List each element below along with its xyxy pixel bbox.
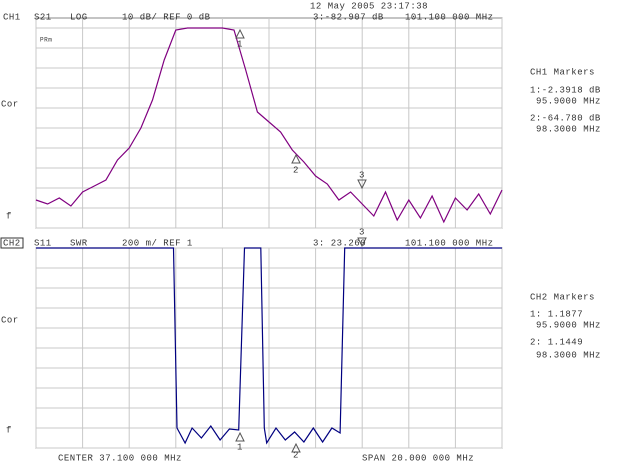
- span: SPAN 20.000 000 MHz: [362, 453, 474, 463]
- active-marker-freq: 101.100 000 MHz: [405, 238, 494, 248]
- marker-triangle: [357, 237, 367, 248]
- marker-number: 1: [237, 39, 243, 49]
- flag: PRm: [40, 37, 52, 44]
- marker-triangle: [235, 28, 245, 39]
- active-marker: 3: 23.260: [313, 238, 366, 248]
- marker-number: 1: [237, 442, 243, 452]
- markers-title: CH1 Markers: [530, 67, 595, 77]
- side-label: f: [6, 211, 12, 221]
- format: SWR: [70, 238, 88, 248]
- marker-readout: 2: 1.1449: [530, 337, 583, 347]
- channel: CH1: [3, 12, 21, 22]
- trace: [36, 247, 502, 445]
- parameter: S21: [34, 12, 52, 22]
- marker-triangle: [291, 153, 301, 164]
- scale: 200 m/ REF 1: [122, 238, 193, 248]
- marker-number: 3: [359, 227, 365, 237]
- marker-number: 3: [359, 170, 365, 180]
- marker-readout: 1:-2.3918 dB: [530, 85, 601, 95]
- active-marker-freq: 101.100 000 MHz: [405, 12, 494, 22]
- channel: CH2: [3, 238, 21, 248]
- trace: [35, 27, 503, 224]
- marker-freq: 98.3000 MHz: [536, 350, 601, 360]
- markers-title: CH2 Markers: [530, 292, 595, 302]
- marker-triangle: [235, 431, 245, 442]
- side-label: Cor: [1, 315, 19, 325]
- center-freq: CENTER 37.100 000 MHz: [58, 453, 182, 463]
- marker-readout: 1: 1.1877: [530, 309, 583, 319]
- active-marker: 3:-82.907 dB: [313, 12, 384, 22]
- marker-freq: 98.3000 MHz: [536, 124, 601, 134]
- marker-readout: 2:-64.780 dB: [530, 113, 601, 123]
- channel-box: [0, 237, 24, 249]
- date: 12 May 2005 23:17:38: [310, 1, 428, 11]
- marker-freq: 95.9000 MHz: [536, 96, 601, 106]
- marker-triangle: [357, 179, 367, 190]
- parameter: S11: [34, 238, 52, 248]
- scale: 10 dB/ REF 0 dB: [122, 12, 211, 22]
- side-label: Cor: [1, 99, 19, 109]
- marker-number: 2: [293, 450, 299, 460]
- marker-number: 2: [293, 165, 299, 175]
- format: LOG: [70, 12, 88, 22]
- side-label: f: [6, 425, 12, 435]
- marker-symbols: 1 2 3 1 2 3: [235, 28, 367, 460]
- marker-freq: 95.9000 MHz: [536, 320, 601, 330]
- marker-triangle: [291, 442, 301, 453]
